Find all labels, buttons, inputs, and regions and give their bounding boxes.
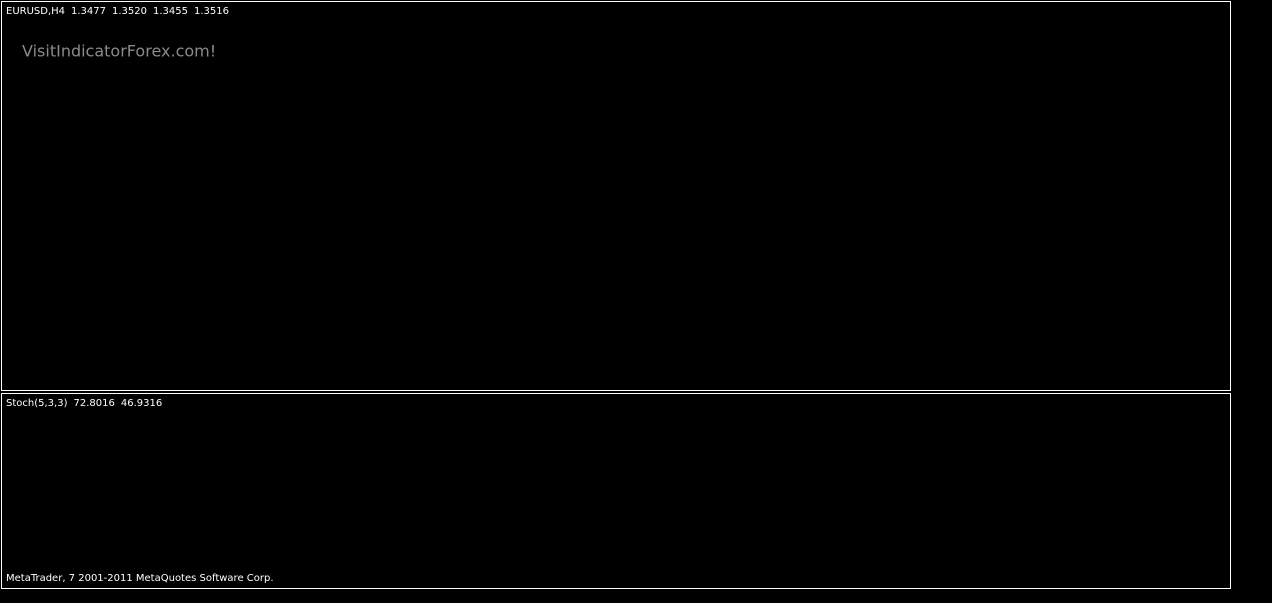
chart-header: EURUSD,H4 1.3477 1.3520 1.3455 1.3516: [6, 6, 229, 17]
last-open: 1.3477: [71, 6, 106, 17]
watermark: VisitIndicatorForex.com!: [22, 42, 216, 61]
stoch-signal-value: 46.9316: [121, 398, 162, 409]
last-low: 1.3455: [153, 6, 188, 17]
symbol: EURUSD,H4: [6, 6, 65, 17]
indicator-title: Stoch(5,3,3): [6, 398, 68, 409]
last-high: 1.3520: [112, 6, 147, 17]
copyright: MetaTrader, 7 2001-2011 MetaQuotes Softw…: [6, 573, 274, 584]
sub-frame: [1, 393, 1231, 589]
main-frame: [1, 1, 1231, 391]
stoch-main-value: 72.8016: [73, 398, 114, 409]
indicator-header: Stoch(5,3,3) 72.8016 46.9316: [6, 398, 162, 409]
last-close: 1.3516: [194, 6, 229, 17]
